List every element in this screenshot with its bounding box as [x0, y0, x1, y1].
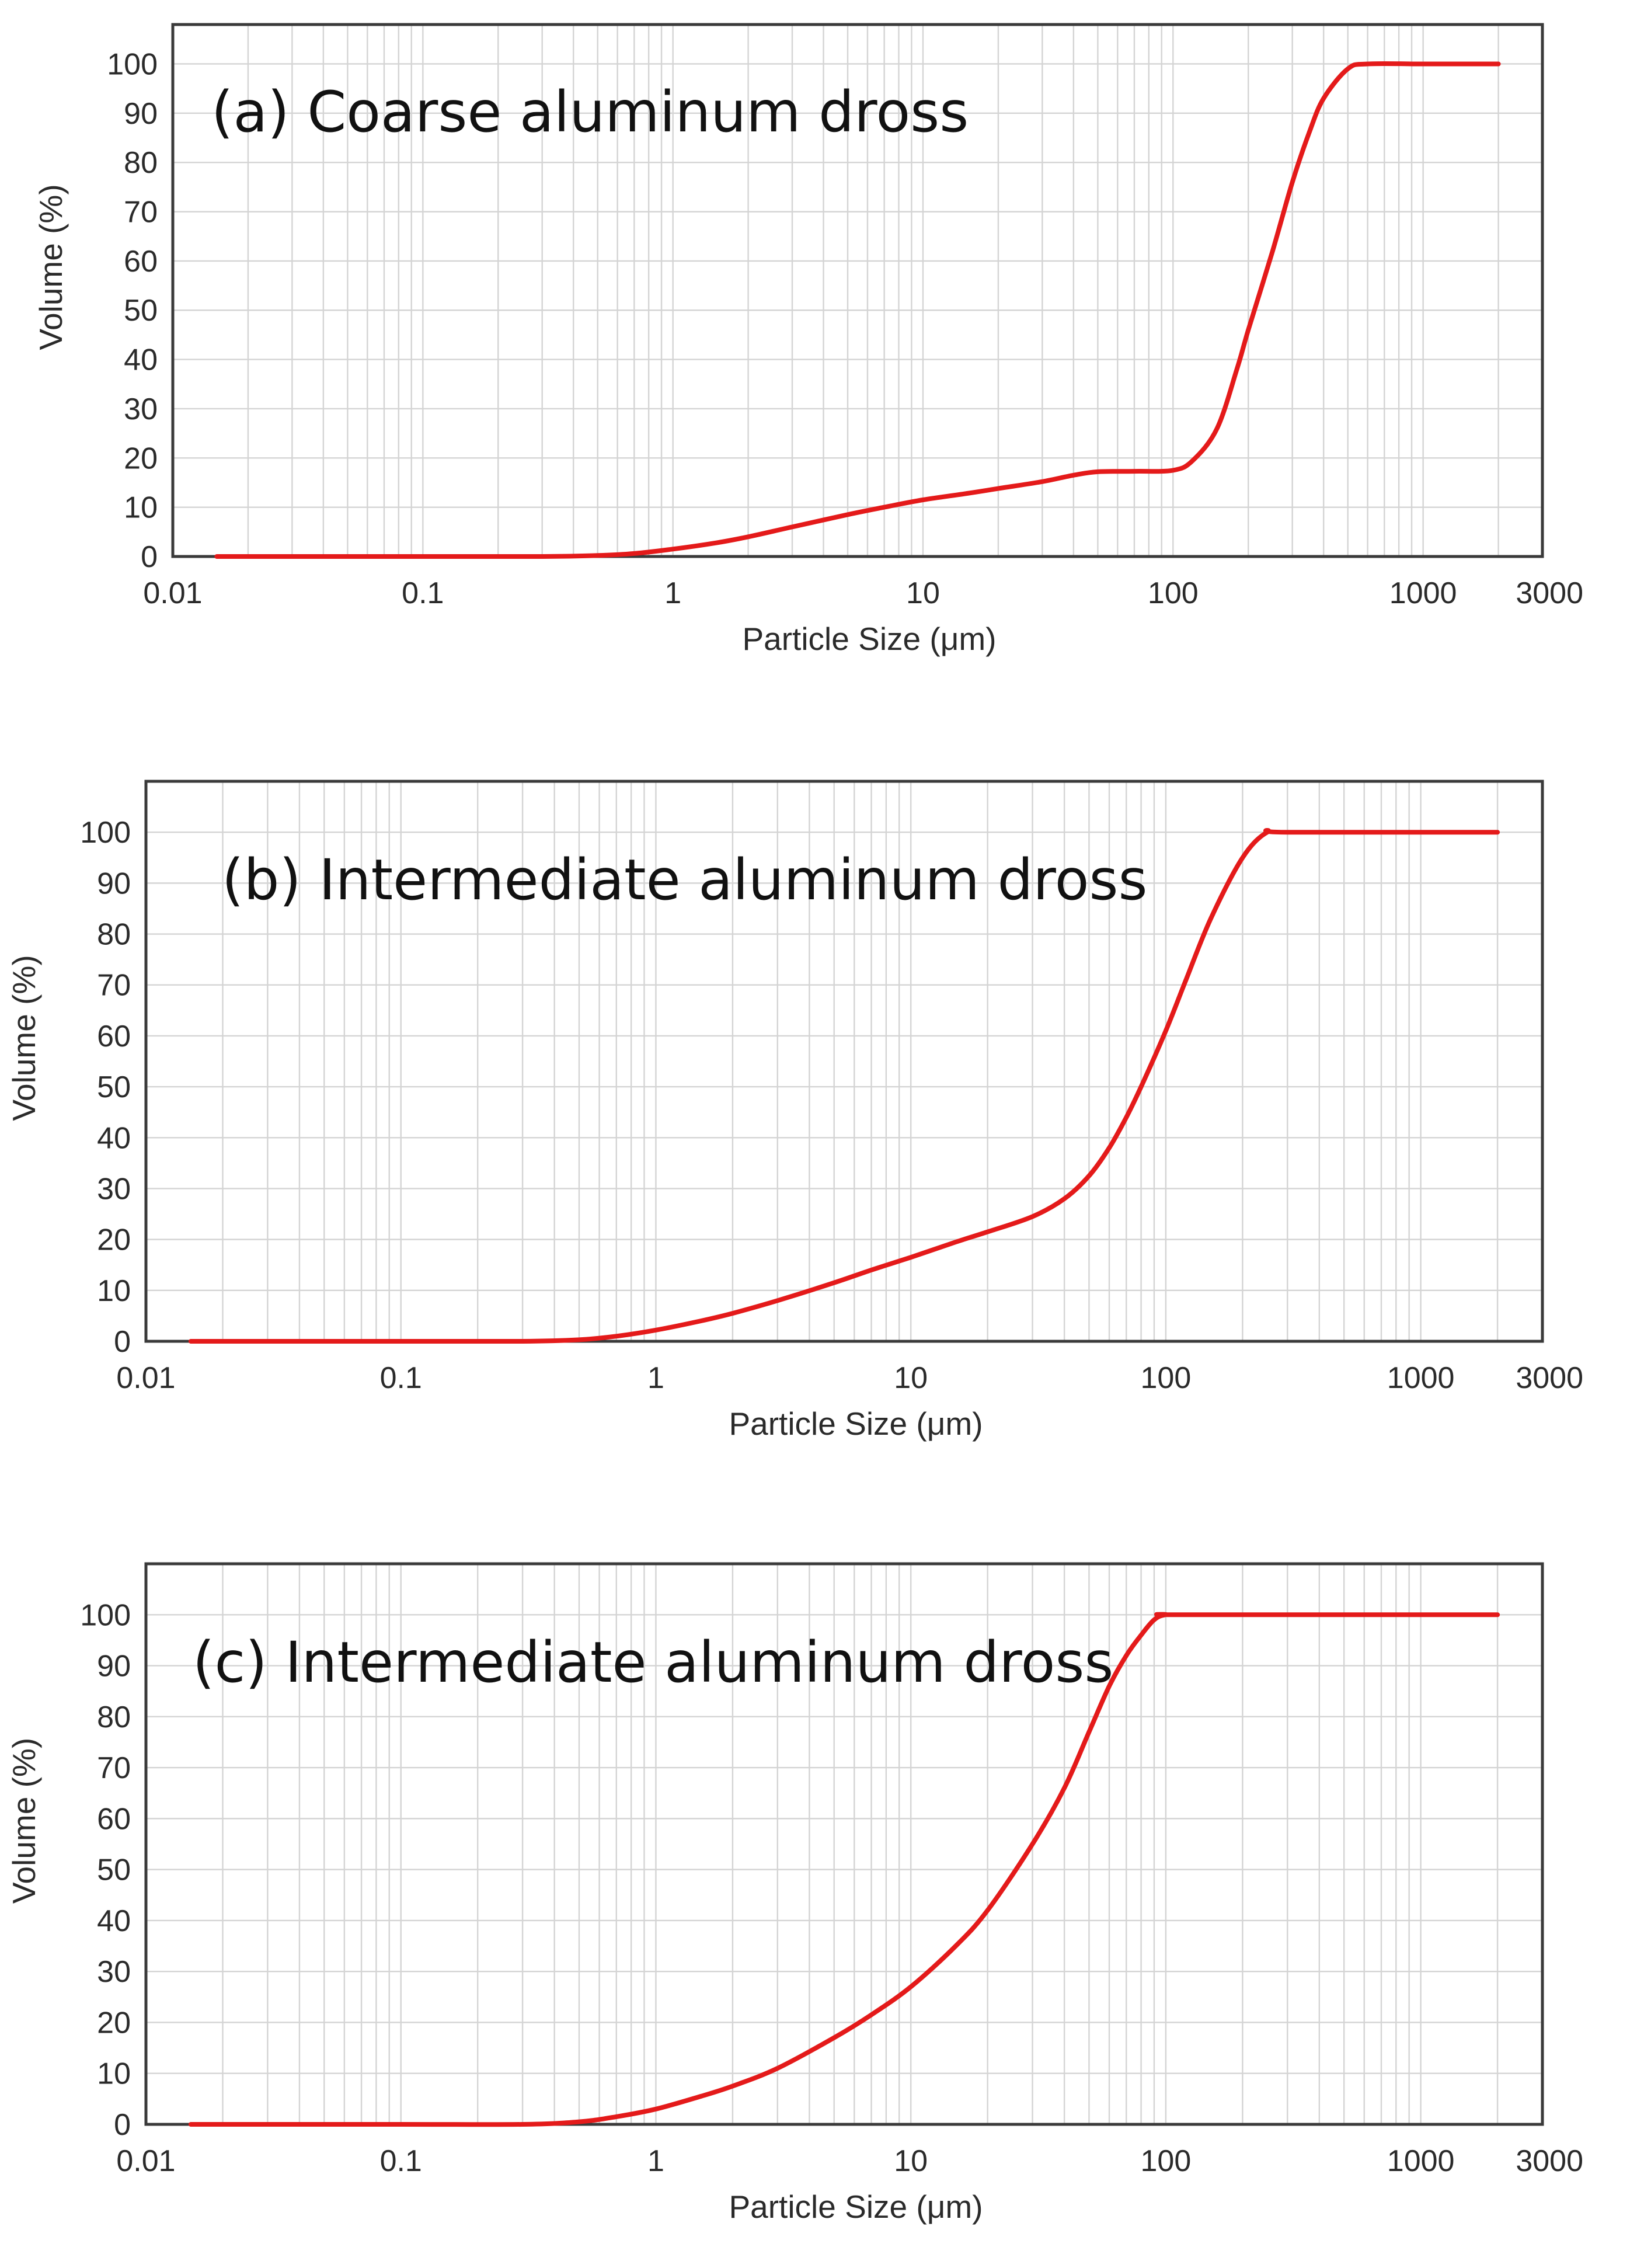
y-axis-title: Volume (%) — [33, 184, 69, 350]
series-line — [214, 61, 1501, 559]
y-tick-label: 70 — [97, 1751, 131, 1785]
x-tick-label: 3000 — [1516, 2144, 1583, 2178]
y-tick-label: 30 — [124, 392, 158, 426]
y-tick-label: 70 — [97, 969, 131, 1003]
y-tick-label: 60 — [97, 1802, 131, 1836]
y-tick-label: 0 — [141, 540, 158, 574]
x-tick-label: 100 — [1141, 2144, 1192, 2178]
x-tick-label: 0.1 — [402, 576, 444, 610]
x-tick-label: 1000 — [1389, 576, 1457, 610]
x-tick-label: 1 — [664, 576, 681, 610]
y-tick-label: 40 — [97, 1121, 131, 1155]
y-tick-label: 0 — [114, 2108, 131, 2142]
x-tick-label: 0.01 — [116, 1361, 175, 1395]
y-tick-label: 40 — [124, 343, 158, 377]
y-tick-label: 50 — [97, 1070, 131, 1104]
x-tick-label: 3000 — [1516, 1361, 1583, 1395]
y-tick-label: 100 — [80, 1598, 131, 1632]
y-tick-label: 80 — [97, 918, 131, 952]
x-tick-label: 1000 — [1387, 2144, 1455, 2178]
x-tick-label: 0.01 — [116, 2144, 175, 2178]
y-tick-label: 20 — [97, 1223, 131, 1257]
y-tick-label: 60 — [124, 245, 158, 279]
chart-panel-c: 0 10 20 30 40 50 60 70 80 90 100 0.01 0.1 1 10 100 1000 3… — [6, 1562, 1583, 2225]
y-tick-label: 40 — [97, 1904, 131, 1938]
y-tick-label: 50 — [124, 294, 158, 328]
y-tick-label: 90 — [124, 97, 158, 131]
y-tick-label: 80 — [97, 1700, 131, 1734]
series-line — [188, 827, 1500, 1344]
chart-panel-b: 0 10 20 30 40 50 60 70 80 90 100 0.01 0.1 1 10 100 1000 3… — [6, 780, 1583, 1442]
x-tick-label: 1000 — [1387, 1361, 1455, 1395]
panel-title: (a) Coarse aluminum dross — [211, 79, 969, 145]
y-tick-label: 100 — [107, 47, 158, 81]
x-axis-title: Particle Size (μm) — [742, 621, 996, 657]
series-line — [188, 1612, 1500, 2127]
x-tick-label: 3000 — [1516, 576, 1583, 610]
y-tick-label: 30 — [97, 1172, 131, 1206]
y-tick-label: 20 — [97, 2006, 131, 2040]
x-tick-label: 0.1 — [380, 2144, 422, 2178]
x-axis-title: Particle Size (μm) — [729, 2189, 983, 2225]
x-tick-label: 1 — [647, 2144, 664, 2178]
y-tick-label: 80 — [124, 146, 158, 180]
x-tick-label: 100 — [1141, 1361, 1192, 1395]
y-axis-title: Volume (%) — [6, 1738, 42, 1904]
plot-frame — [144, 1562, 1544, 2126]
x-tick-label: 0.1 — [380, 1361, 422, 1395]
y-tick-label: 30 — [97, 1955, 131, 1989]
horizontal-gridlines — [173, 63, 1542, 558]
y-tick-label: 60 — [97, 1020, 131, 1053]
y-tick-label: 100 — [80, 816, 131, 850]
x-axis-title: Particle Size (μm) — [729, 1406, 983, 1442]
panel-title: (b) Intermediate aluminum dross — [222, 847, 1148, 913]
y-tick-label: 0 — [114, 1325, 131, 1359]
y-tick-label: 10 — [124, 491, 158, 525]
x-tick-label: 0.01 — [143, 576, 202, 610]
y-tick-label: 10 — [97, 2057, 131, 2091]
y-axis-title: Volume (%) — [6, 955, 42, 1121]
vertical-gridlines — [145, 781, 1544, 1341]
plot-frame — [144, 780, 1544, 1343]
x-tick-label: 1 — [647, 1361, 664, 1395]
x-tick-label: 10 — [894, 1361, 928, 1395]
plot-frame — [171, 23, 1544, 558]
x-tick-label: 10 — [894, 2144, 928, 2178]
y-tick-label: 90 — [97, 867, 131, 900]
y-tick-label: 10 — [97, 1274, 131, 1308]
y-tick-label: 20 — [124, 441, 158, 475]
x-tick-label: 100 — [1148, 576, 1199, 610]
panel-title: (c) Intermediate aluminum dross — [193, 1630, 1113, 1695]
chart-panel-a: 0 10 20 30 40 50 60 70 80 90 100 0.01 0.1 1 10 100 1000 3… — [33, 23, 1583, 657]
x-tick-label: 10 — [906, 576, 940, 610]
y-tick-label: 90 — [97, 1650, 131, 1683]
y-tick-label: 70 — [124, 196, 158, 229]
y-tick-label: 50 — [97, 1853, 131, 1887]
